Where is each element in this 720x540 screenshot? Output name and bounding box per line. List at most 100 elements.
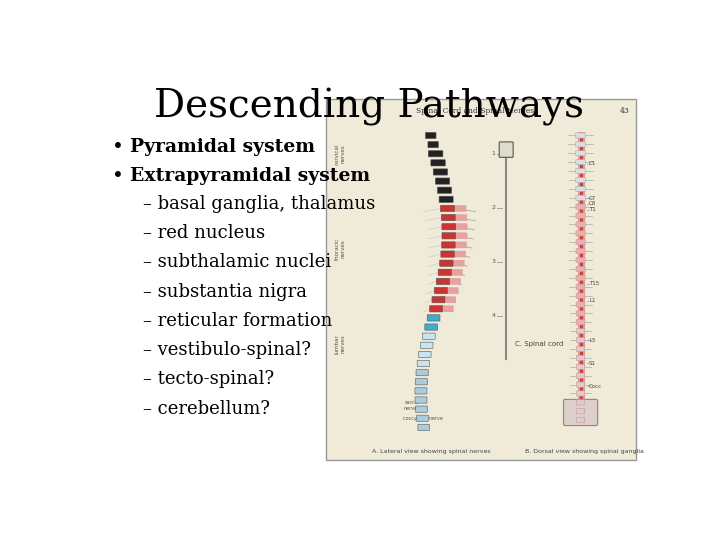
FancyBboxPatch shape (420, 342, 433, 348)
FancyBboxPatch shape (442, 224, 456, 230)
Text: •: • (112, 167, 124, 186)
FancyBboxPatch shape (576, 373, 585, 379)
FancyBboxPatch shape (446, 279, 461, 285)
FancyBboxPatch shape (576, 195, 585, 200)
Text: •: • (112, 138, 124, 157)
FancyBboxPatch shape (434, 287, 447, 294)
FancyBboxPatch shape (576, 231, 585, 236)
FancyBboxPatch shape (452, 214, 467, 220)
FancyBboxPatch shape (415, 406, 428, 412)
FancyBboxPatch shape (444, 288, 458, 294)
FancyBboxPatch shape (441, 251, 454, 257)
Text: – cerebellum?: – cerebellum? (143, 400, 270, 418)
FancyBboxPatch shape (452, 242, 467, 248)
Text: A. Lateral view showing spinal nerves: A. Lateral view showing spinal nerves (372, 449, 490, 454)
FancyBboxPatch shape (576, 213, 585, 218)
FancyBboxPatch shape (576, 151, 585, 156)
Text: L1: L1 (589, 298, 595, 303)
Text: T1: T1 (589, 207, 596, 212)
Text: 3: 3 (491, 259, 495, 264)
FancyBboxPatch shape (576, 142, 585, 147)
Text: C. Spinal cord: C. Spinal cord (516, 341, 564, 347)
FancyBboxPatch shape (577, 400, 585, 405)
FancyBboxPatch shape (576, 240, 585, 245)
FancyBboxPatch shape (451, 206, 466, 212)
FancyBboxPatch shape (426, 132, 436, 139)
Text: – subthalamic nuclei: – subthalamic nuclei (143, 253, 331, 272)
FancyBboxPatch shape (576, 338, 585, 343)
FancyBboxPatch shape (576, 293, 585, 298)
FancyBboxPatch shape (576, 346, 585, 352)
FancyBboxPatch shape (576, 168, 585, 174)
FancyBboxPatch shape (576, 320, 585, 325)
FancyBboxPatch shape (415, 388, 427, 394)
Text: – vestibulo-spinal?: – vestibulo-spinal? (143, 341, 311, 359)
Text: – tecto-spinal?: – tecto-spinal? (143, 370, 274, 388)
Text: 2: 2 (491, 205, 495, 210)
FancyBboxPatch shape (577, 409, 585, 414)
Text: C7: C7 (589, 195, 596, 201)
Text: lumbar
nerves: lumbar nerves (335, 334, 346, 354)
FancyBboxPatch shape (440, 260, 453, 266)
FancyBboxPatch shape (441, 214, 455, 221)
FancyBboxPatch shape (499, 142, 513, 157)
Text: C8: C8 (589, 201, 596, 206)
Text: S1: S1 (589, 361, 596, 366)
FancyBboxPatch shape (449, 269, 462, 275)
FancyBboxPatch shape (442, 296, 456, 302)
FancyBboxPatch shape (442, 233, 456, 239)
FancyBboxPatch shape (450, 260, 464, 266)
FancyBboxPatch shape (415, 379, 428, 385)
FancyBboxPatch shape (577, 382, 585, 387)
FancyBboxPatch shape (417, 360, 429, 367)
FancyBboxPatch shape (576, 311, 585, 316)
FancyBboxPatch shape (576, 186, 585, 192)
FancyBboxPatch shape (418, 424, 430, 430)
Text: coccygeal nerve: coccygeal nerve (403, 416, 444, 421)
Bar (326, 99, 636, 460)
Text: Pyramidal system: Pyramidal system (130, 138, 315, 156)
FancyBboxPatch shape (423, 333, 435, 339)
FancyBboxPatch shape (576, 204, 585, 210)
FancyBboxPatch shape (576, 133, 585, 138)
FancyBboxPatch shape (452, 224, 467, 230)
FancyBboxPatch shape (577, 391, 585, 396)
FancyBboxPatch shape (564, 400, 598, 426)
FancyBboxPatch shape (441, 205, 454, 212)
FancyBboxPatch shape (576, 284, 585, 289)
FancyBboxPatch shape (438, 187, 451, 193)
FancyBboxPatch shape (576, 266, 585, 272)
FancyBboxPatch shape (425, 324, 438, 330)
Text: 4: 4 (491, 313, 495, 318)
Text: – basal ganglia, thalamus: – basal ganglia, thalamus (143, 195, 375, 213)
Text: C1: C1 (589, 161, 596, 166)
Text: cervical
nerves: cervical nerves (335, 143, 346, 165)
FancyBboxPatch shape (576, 222, 585, 227)
FancyBboxPatch shape (417, 415, 428, 421)
FancyBboxPatch shape (576, 275, 585, 280)
FancyBboxPatch shape (438, 269, 451, 275)
FancyBboxPatch shape (418, 352, 431, 357)
FancyBboxPatch shape (436, 278, 449, 285)
Text: Cocc: Cocc (589, 383, 602, 388)
FancyBboxPatch shape (433, 169, 448, 175)
FancyBboxPatch shape (415, 397, 427, 403)
FancyBboxPatch shape (576, 160, 585, 165)
FancyBboxPatch shape (432, 296, 445, 303)
FancyBboxPatch shape (439, 306, 453, 312)
FancyBboxPatch shape (576, 355, 585, 361)
Text: B. Dorsal view showing spinal ganglia: B. Dorsal view showing spinal ganglia (525, 449, 644, 454)
FancyBboxPatch shape (431, 160, 445, 166)
Text: Extrapyramidal system: Extrapyramidal system (130, 167, 370, 185)
FancyBboxPatch shape (428, 141, 438, 148)
FancyBboxPatch shape (452, 233, 467, 239)
FancyBboxPatch shape (427, 315, 440, 321)
FancyBboxPatch shape (441, 242, 455, 248)
Text: Spinal Cord and Spinal Nerves: Spinal Cord and Spinal Nerves (416, 107, 534, 115)
Text: thoracic
nerves: thoracic nerves (335, 238, 346, 260)
FancyBboxPatch shape (428, 151, 443, 157)
FancyBboxPatch shape (416, 369, 428, 376)
FancyBboxPatch shape (436, 178, 450, 184)
Text: 1: 1 (492, 151, 495, 156)
FancyBboxPatch shape (576, 258, 585, 262)
